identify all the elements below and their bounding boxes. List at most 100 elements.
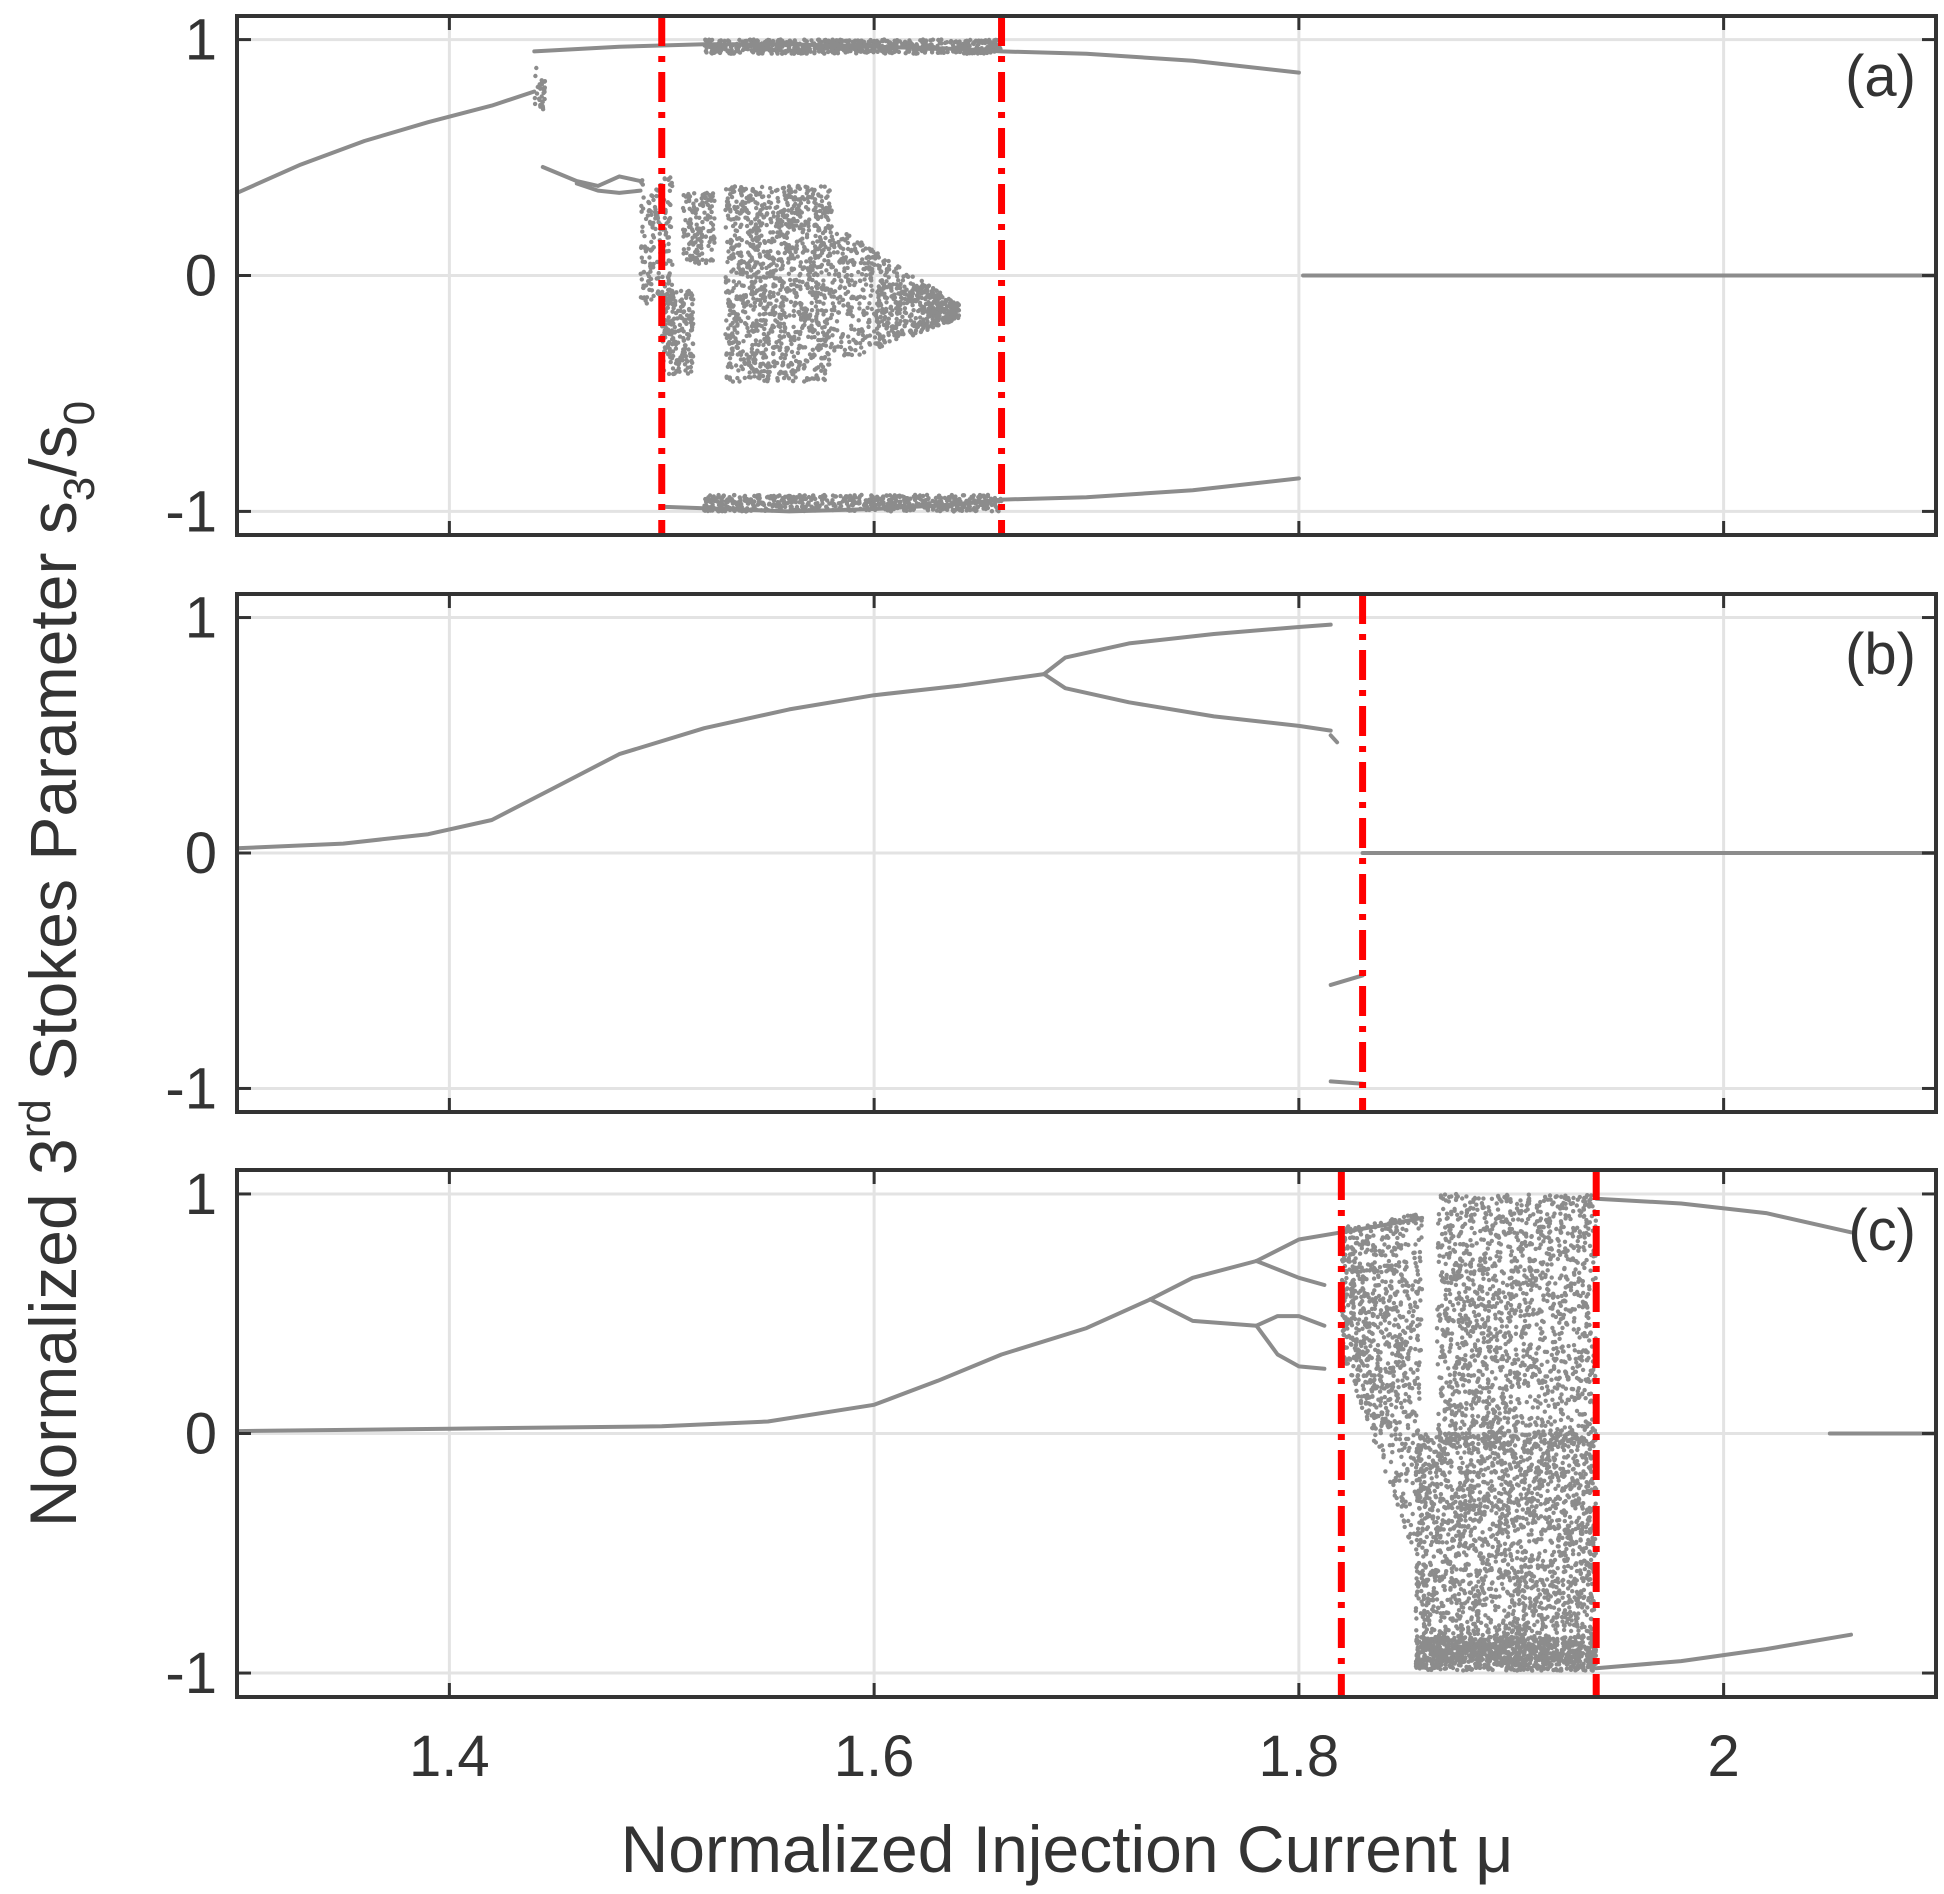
data-point — [827, 253, 833, 258]
data-point — [1408, 1367, 1414, 1372]
data-point — [1407, 1385, 1413, 1390]
data-point — [799, 301, 804, 307]
data-point — [901, 301, 907, 306]
data-point — [950, 495, 956, 500]
data-point — [706, 38, 711, 44]
data-point — [901, 42, 907, 47]
data-point — [810, 347, 815, 352]
data-point — [1406, 1354, 1411, 1360]
data-point — [732, 492, 737, 498]
data-point — [810, 289, 815, 295]
data-point — [750, 237, 756, 243]
data-point — [795, 197, 801, 202]
data-point — [750, 188, 755, 193]
data-point — [685, 371, 691, 376]
data-point — [1364, 1409, 1369, 1414]
data-point — [817, 39, 822, 44]
data-point — [765, 304, 770, 309]
data-point — [1411, 1250, 1416, 1256]
data-point — [884, 300, 889, 305]
data-point — [712, 216, 717, 221]
data-point — [749, 274, 754, 279]
data-point — [894, 316, 899, 322]
data-point — [866, 324, 871, 330]
data-point — [725, 288, 731, 294]
data-point — [910, 322, 915, 327]
data-point — [1384, 1263, 1389, 1269]
data-point — [784, 297, 789, 302]
data-point — [864, 311, 869, 316]
data-point — [879, 319, 885, 324]
data-point — [778, 287, 783, 293]
data-point — [806, 228, 812, 233]
data-point — [862, 277, 867, 282]
data-point — [1353, 1381, 1358, 1387]
data-point — [686, 306, 692, 312]
data-point — [746, 362, 752, 368]
data-point — [1393, 1317, 1398, 1322]
data-point — [902, 306, 908, 311]
data-point — [813, 222, 818, 227]
data-point — [1383, 1400, 1388, 1406]
data-point — [707, 239, 712, 245]
data-point — [1358, 1301, 1363, 1307]
data-point — [1396, 1353, 1402, 1359]
data-point — [837, 300, 842, 305]
data-point — [765, 37, 771, 43]
data-point — [729, 365, 734, 370]
data-point — [773, 318, 778, 323]
data-point — [843, 238, 848, 243]
data-point — [867, 333, 873, 338]
data-point — [1514, 1201, 1520, 1207]
data-point — [809, 38, 814, 43]
data-point — [815, 272, 820, 278]
data-point — [1412, 1419, 1418, 1424]
data-point — [700, 257, 705, 262]
data-point — [852, 246, 858, 251]
data-point — [1384, 1313, 1390, 1318]
data-point — [786, 256, 792, 262]
data-point — [1371, 1252, 1377, 1257]
data-point — [729, 238, 734, 244]
data-point — [645, 213, 651, 218]
data-point — [946, 495, 951, 500]
data-point — [808, 259, 813, 265]
data-point — [783, 242, 789, 247]
data-point — [677, 322, 683, 328]
data-point — [739, 364, 744, 369]
data-point — [777, 347, 782, 353]
data-point — [751, 307, 756, 312]
data-point — [798, 286, 803, 292]
data-point — [778, 267, 783, 272]
data-point — [668, 202, 673, 208]
data-point — [826, 271, 832, 277]
data-point — [858, 260, 864, 266]
data-point — [793, 496, 799, 501]
data-point — [657, 231, 662, 236]
data-point — [709, 247, 714, 252]
data-point — [917, 295, 922, 300]
data-point — [973, 38, 979, 43]
data-point — [1396, 1448, 1402, 1453]
data-point — [710, 498, 716, 503]
data-point — [1354, 1348, 1360, 1353]
data-point — [1372, 1402, 1377, 1408]
data-point — [909, 312, 914, 317]
data-point — [911, 308, 916, 313]
data-point — [836, 271, 842, 277]
data-point — [1400, 1441, 1405, 1447]
data-point — [1384, 1289, 1390, 1294]
data-point — [897, 494, 902, 500]
data-point — [816, 290, 821, 296]
data-point — [869, 497, 874, 502]
data-point — [737, 236, 742, 241]
data-point — [818, 337, 823, 343]
data-point — [803, 219, 808, 224]
data-point — [727, 312, 732, 318]
data-point — [541, 90, 546, 96]
data-point — [728, 323, 733, 328]
data-point — [1486, 1299, 1492, 1305]
data-point — [1404, 1478, 1409, 1483]
data-point — [643, 216, 649, 222]
data-point — [900, 314, 905, 319]
